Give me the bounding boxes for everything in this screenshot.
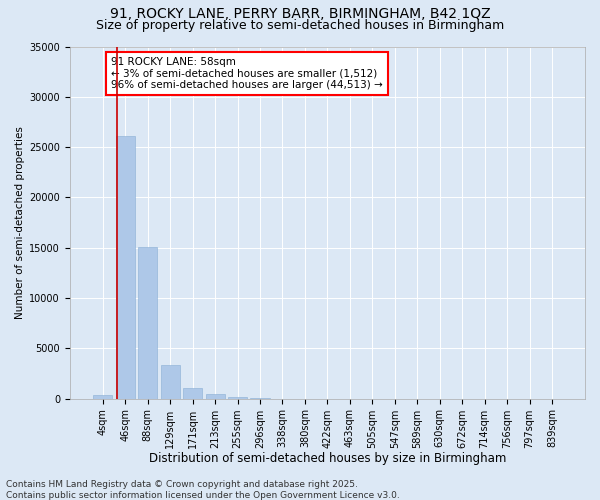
Bar <box>116 136 135 398</box>
Bar <box>161 365 179 398</box>
Bar <box>183 388 202 398</box>
Bar <box>93 395 112 398</box>
X-axis label: Distribution of semi-detached houses by size in Birmingham: Distribution of semi-detached houses by … <box>149 452 506 465</box>
Text: Contains HM Land Registry data © Crown copyright and database right 2025.
Contai: Contains HM Land Registry data © Crown c… <box>6 480 400 500</box>
Bar <box>228 396 247 398</box>
Text: Size of property relative to semi-detached houses in Birmingham: Size of property relative to semi-detach… <box>96 19 504 32</box>
Text: 91, ROCKY LANE, PERRY BARR, BIRMINGHAM, B42 1QZ: 91, ROCKY LANE, PERRY BARR, BIRMINGHAM, … <box>110 8 490 22</box>
Text: 91 ROCKY LANE: 58sqm
← 3% of semi-detached houses are smaller (1,512)
96% of sem: 91 ROCKY LANE: 58sqm ← 3% of semi-detach… <box>111 57 383 90</box>
Bar <box>138 246 157 398</box>
Bar <box>206 394 224 398</box>
Y-axis label: Number of semi-detached properties: Number of semi-detached properties <box>15 126 25 319</box>
